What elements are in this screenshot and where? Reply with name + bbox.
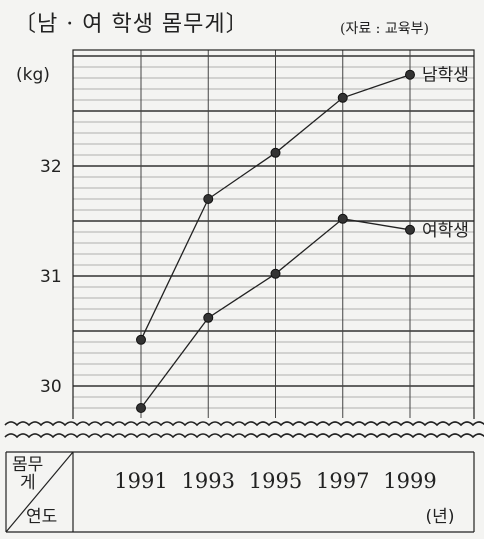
x-unit-label: (년): [426, 507, 455, 527]
series-label: 여학생: [422, 221, 469, 241]
y-tick-label: 31: [40, 267, 62, 287]
x-tick-label: 1991: [114, 469, 167, 493]
x-tick-label: 1999: [383, 469, 436, 493]
series-label: 남학생: [422, 66, 469, 86]
chart-title: 〔남 · 여 학생 몸무게〕: [14, 12, 249, 37]
axis-break-wave: [4, 433, 484, 439]
data-point: [270, 268, 281, 279]
data-point: [203, 312, 214, 323]
data-point: [405, 69, 415, 80]
axis-break-wave: [4, 421, 484, 427]
x-tick-label: 1997: [316, 469, 369, 493]
corner-label-year: 연도: [26, 507, 57, 527]
y-tick-label: 32: [40, 157, 62, 177]
data-point: [337, 92, 348, 103]
data-point: [337, 213, 348, 224]
source-label: (자료 : 교육부): [340, 21, 429, 37]
axes: [0, 49, 484, 441]
corner-diagonal: [5, 451, 74, 533]
corner-label-weight: 몸무: [12, 455, 43, 475]
data-point: [405, 224, 415, 235]
data-point: [136, 403, 146, 413]
y-tick-label: 30: [40, 377, 62, 397]
corner-label-weight: 게: [20, 473, 36, 493]
x-tick-label: 1993: [182, 469, 235, 493]
grid: [73, 50, 474, 418]
data-point: [136, 334, 146, 345]
y-unit-label: (kg): [16, 65, 50, 85]
data-point: [270, 147, 281, 158]
x-tick-label: 1995: [249, 469, 302, 493]
y-ticks: (kg) 30 31 32: [16, 65, 62, 397]
data-point: [203, 194, 214, 204]
